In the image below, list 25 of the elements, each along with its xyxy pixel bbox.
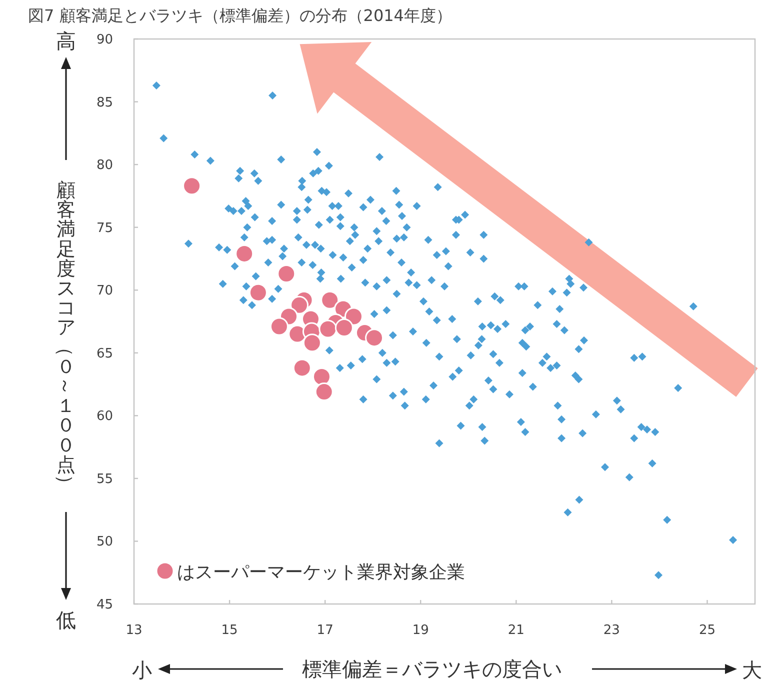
legend-label: はスーパーマーケット業界対象企業 (177, 562, 465, 583)
annotation: 小 (132, 658, 152, 682)
y-tick-label: 45 (96, 598, 113, 612)
x-tick-label: 17 (316, 623, 334, 638)
y-tick-label: 65 (96, 346, 113, 362)
annotation: 低 (56, 608, 76, 632)
y-tick-label: 55 (96, 472, 113, 487)
x-tick-label: 15 (221, 623, 238, 638)
title: 図7 顧客満足とバラツキ（標準偏差）の分布（2014年度） (28, 6, 452, 25)
xlabel: 標準偏差＝バラツキの度合い (302, 657, 562, 681)
y-tick-label: 85 (96, 95, 113, 110)
y-tick-label: 80 (96, 158, 113, 174)
x-tick-label: 23 (603, 623, 620, 638)
y-tick-label: 60 (96, 409, 113, 424)
annotation: 大 (742, 658, 762, 682)
ylabel: 顧客満足度スコア（０～１００点） (54, 180, 76, 494)
x-tick-label: 25 (698, 623, 716, 638)
y-tick-label: 75 (96, 220, 113, 236)
annotation: 高 (56, 29, 76, 53)
x-tick-label: 21 (508, 623, 524, 638)
x-tick-label: 19 (412, 623, 429, 638)
y-tick-label: 90 (96, 32, 113, 48)
y-tick-label: 70 (96, 284, 113, 299)
x-tick-label: 13 (126, 623, 142, 638)
y-tick-label: 50 (96, 534, 113, 550)
